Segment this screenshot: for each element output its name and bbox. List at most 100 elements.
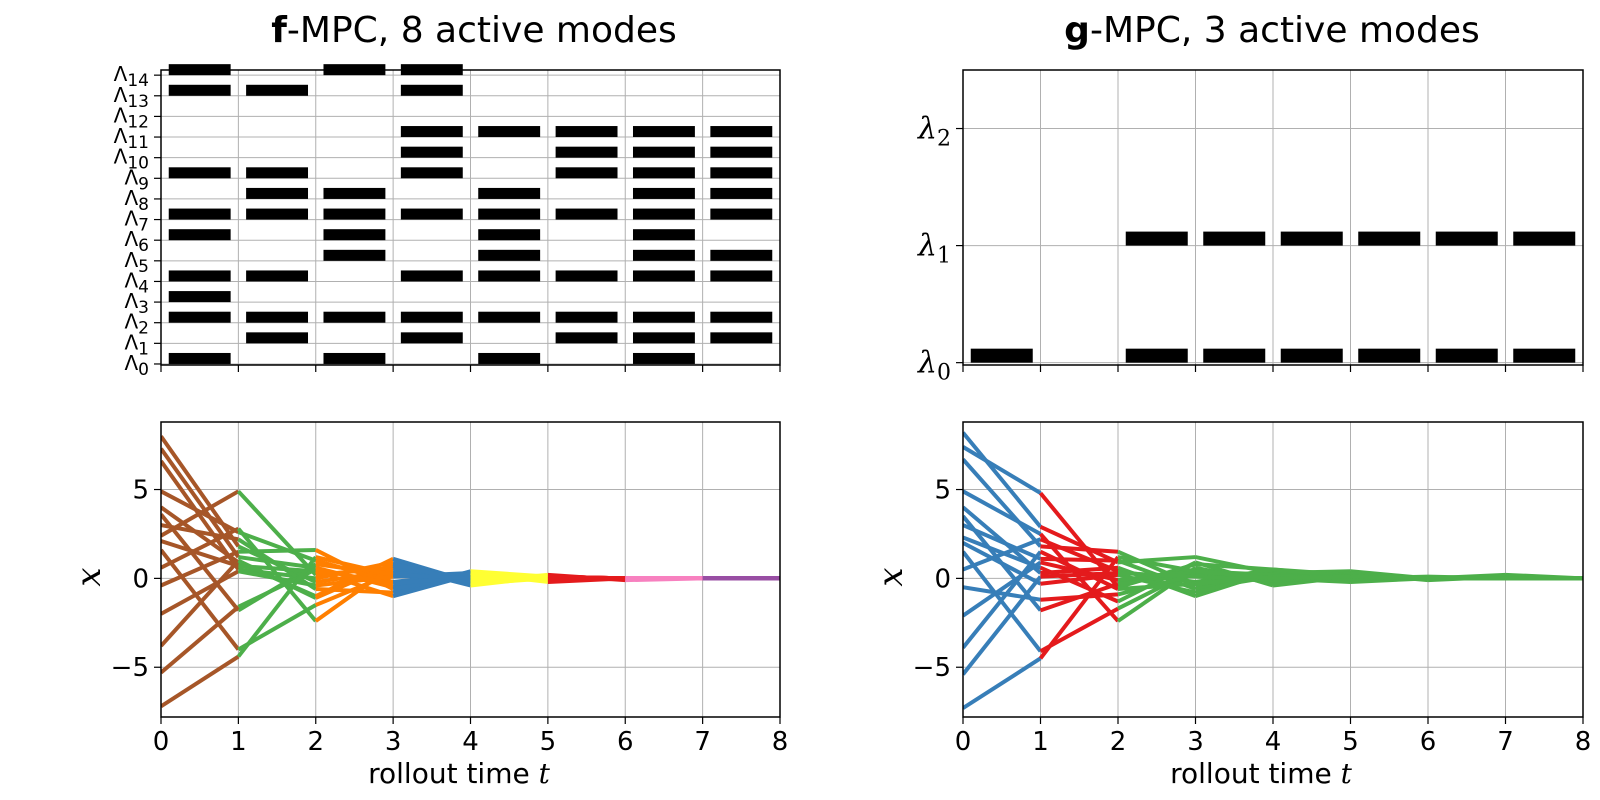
f-modes-mode-index: 1 (138, 339, 149, 359)
g-modes-active-mode-bar (970, 348, 1033, 363)
f-modes-axes-frame (160, 69, 781, 366)
f-modes-mode-index: 11 (127, 133, 149, 153)
f-modes-active-mode-bar (400, 146, 463, 158)
f-modes-mode-index: 8 (138, 195, 149, 215)
f-modes-mode-index: 12 (127, 112, 149, 132)
g-modes-active-mode-bar (1358, 348, 1421, 363)
f-traj-trajectory-segment (236, 555, 318, 658)
g-modes-active-mode-bar (1203, 231, 1266, 246)
f-modes-active-mode-bar (168, 291, 231, 303)
f-modes-mode-label: Λ1 (124, 330, 149, 359)
f-modes-active-mode-bar (323, 229, 386, 241)
g-traj-x-tick-label: 6 (1420, 727, 1437, 757)
f-traj-axes-frame (160, 421, 781, 718)
f-traj-trajectory-segment (237, 537, 317, 591)
f-modes-active-mode-bar (400, 84, 463, 96)
f-modes-active-mode-bar (555, 167, 618, 179)
f-modes-mode-label: Λ2 (124, 310, 149, 339)
g-traj-trajectory-segment (963, 560, 1042, 618)
f-modes-active-mode-bar (323, 352, 386, 364)
f-traj-x-tick-label: 0 (153, 727, 170, 757)
f-modes-active-mode-bar (323, 249, 386, 261)
f-traj-series-group (161, 435, 780, 709)
f-traj-x-tick-label: 4 (462, 727, 479, 757)
g-traj-x-tick-label: 5 (1342, 727, 1359, 757)
f-modes-mode-index: 4 (138, 277, 149, 297)
f-modes-mode-index: 3 (138, 298, 149, 318)
f-traj-trajectory-segment (314, 562, 394, 600)
f-modes-active-mode-bar (478, 249, 541, 261)
f-traj-trajectory-segment (161, 526, 240, 570)
g-traj-series-group (963, 431, 1583, 710)
f-traj-y-tick-label: 5 (132, 476, 149, 506)
f-modes-active-mode-bar (632, 146, 695, 158)
f-modes-mode-index: 5 (138, 257, 149, 277)
f-traj-trajectory-segment (161, 489, 240, 538)
f-traj-trajectory-segment (161, 654, 240, 709)
f-traj-x-tick-label: 3 (385, 727, 402, 757)
f-traj-x-tick-label: 7 (694, 727, 711, 757)
f-modes-mode-label: Λ14 (114, 62, 149, 91)
f-modes-active-mode-bar (478, 187, 541, 199)
f-modes-active-mode-bar (710, 187, 773, 199)
f-modes-active-mode-bar (246, 332, 309, 344)
g-traj-trajectory-segment (963, 656, 1042, 710)
f-traj-y-tick-label: −5 (111, 653, 149, 683)
f-modes-active-mode-bar (555, 126, 618, 138)
g-modes-mode-label: λ2 (917, 112, 951, 152)
f-modes-active-mode-bar (246, 311, 309, 323)
g-modes-title: g-MPC, 3 active modes (1064, 10, 1480, 51)
f-traj-trajectory-segment (237, 558, 317, 600)
g-traj-trajectory-segment (1117, 571, 1196, 579)
f-modes-active-mode-bar (400, 126, 463, 138)
f-modes-active-mode-bar (632, 126, 695, 138)
f-modes-active-mode-bar (168, 84, 231, 96)
f-modes-mode-symbol: Λ (114, 145, 128, 169)
f-modes-mode-index: 9 (138, 174, 149, 194)
f-modes-active-mode-bar (632, 229, 695, 241)
f-traj-xlabel: rollout time t (368, 757, 551, 790)
f-traj-trajectory-segment (237, 530, 317, 563)
f-modes-active-mode-bar (555, 270, 618, 282)
f-modes-mode-symbol: Λ (114, 62, 128, 86)
f-modes-mode-label: Λ11 (114, 124, 149, 153)
g-traj-x-tick-label: 1 (1032, 727, 1049, 757)
f-modes-mode-symbol: Λ (124, 165, 138, 189)
f-modes-active-mode-bar (710, 146, 773, 158)
f-traj-x-tick-label: 1 (230, 727, 247, 757)
f-modes-active-mode-bar (710, 311, 773, 323)
f-traj-x-tick-label: 6 (617, 727, 634, 757)
f-modes-active-mode-bar (632, 311, 695, 323)
f-modes-active-mode-bar (168, 352, 231, 364)
f-modes-active-mode-bar (168, 208, 231, 220)
f-modes-active-mode-bar (323, 311, 386, 323)
f-modes-active-mode-bar (168, 167, 231, 179)
g-traj-trajectory-segment (963, 575, 1043, 676)
g-traj-x-tick-label: 7 (1497, 727, 1514, 757)
f-modes-active-mode-bar (246, 208, 309, 220)
f-modes-mode-symbol: Λ (124, 268, 138, 292)
g-traj-trajectory-segment (1117, 555, 1196, 574)
f-traj-x-tick-label: 5 (540, 727, 557, 757)
f-modes-active-mode-bar (710, 208, 773, 220)
g-traj-y-tick-label: 0 (934, 564, 951, 594)
f-modes-title: f-MPC, 8 active modes (271, 10, 677, 51)
f-traj-trajectory-segment (470, 574, 548, 581)
f-modes-active-mode-bar (400, 208, 463, 220)
g-traj-y-tick-label: 5 (934, 476, 951, 506)
g-modes-active-mode-bar (1358, 231, 1421, 246)
f-modes-mode-symbol: Λ (124, 248, 138, 272)
f-modes-active-mode-bar (632, 208, 695, 220)
g-traj-x-tick-label: 0 (955, 727, 972, 757)
f-modes-active-mode-bar (168, 270, 231, 282)
f-traj-trajectory-segment (161, 435, 241, 548)
g-traj-trajectory-segment (1195, 574, 1274, 583)
g-modes-mode-label: λ0 (917, 346, 951, 386)
f-modes-mode-label: Λ13 (114, 83, 149, 112)
f-modes-active-mode-bar (710, 249, 773, 261)
g-modes-mode-symbol: λ (917, 112, 937, 147)
f-modes-active-mode-bar (400, 311, 463, 323)
g-traj-trajectory-segment (1039, 525, 1119, 565)
